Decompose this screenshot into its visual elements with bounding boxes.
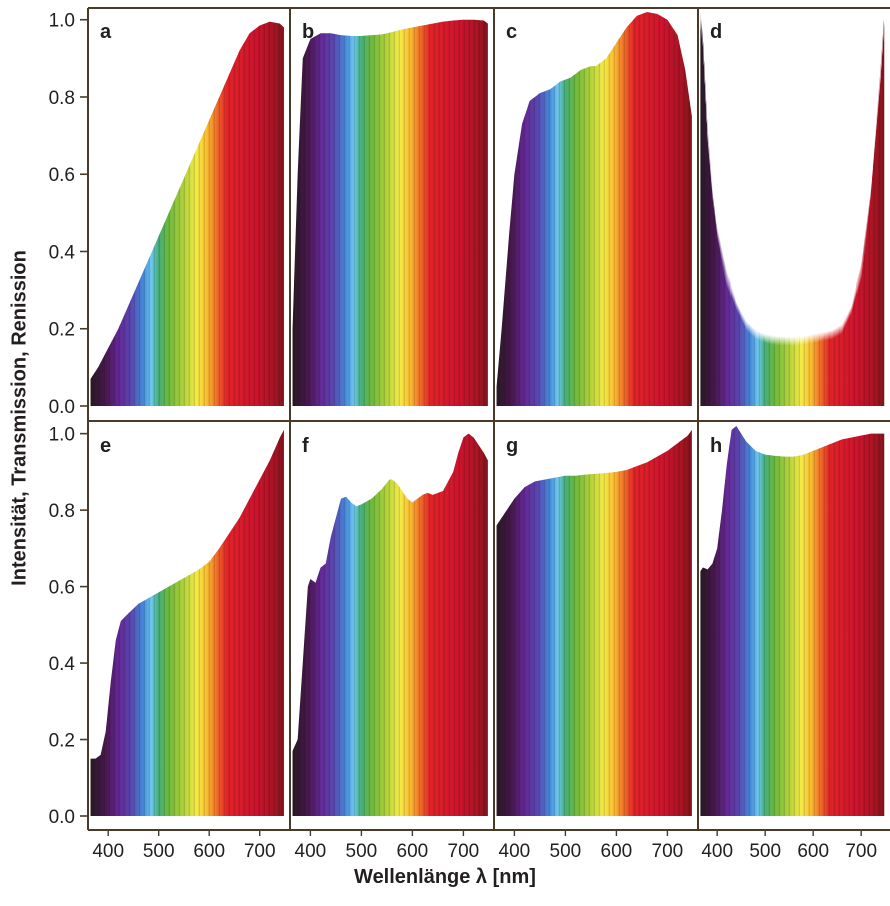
- y-tick-label: 1.0: [49, 11, 75, 32]
- x-tick-label: 700: [448, 841, 480, 862]
- panel-letter-h: h: [710, 435, 722, 457]
- spectrum-stripes-h: [700, 426, 885, 816]
- panel-letter-d: d: [710, 21, 722, 43]
- y-tick-label: 0.2: [49, 731, 75, 752]
- x-tick-label: 400: [701, 841, 733, 862]
- panel-letter-f: f: [302, 435, 309, 457]
- panel-letter-g: g: [506, 435, 518, 457]
- y-tick-label: 0.8: [49, 501, 75, 522]
- x-tick-label: 500: [749, 841, 781, 862]
- y-tick-label: 0.4: [49, 242, 76, 263]
- y-tick-label: 0.6: [49, 578, 75, 599]
- panel-a: a: [90, 21, 284, 406]
- panel-frames: [87, 7, 890, 831]
- x-tick-label: 600: [397, 841, 429, 862]
- panel-e: e: [90, 429, 284, 816]
- panel-g: g: [496, 429, 692, 816]
- spectrum-stripes-e: [90, 429, 284, 816]
- x-tick-label: 600: [193, 841, 225, 862]
- x-tick-label: 400: [499, 841, 531, 862]
- x-tick-label: 700: [652, 841, 684, 862]
- x-tick-label: 500: [346, 841, 378, 862]
- x-axis-ticks: 400 500 600 700 400 500 600 700 400 500 600 700 400 5…: [92, 830, 877, 862]
- y-tick-label: 0.0: [49, 397, 75, 418]
- y-tick-label: 0.2: [49, 320, 75, 341]
- x-tick-label: 700: [244, 841, 276, 862]
- panel-letter-e: e: [100, 435, 111, 457]
- panel-d: d: [700, 12, 885, 406]
- spectrum-stripes-f: [292, 433, 488, 816]
- spectrum-stripes-d: [700, 12, 885, 406]
- x-tick-label: 600: [797, 841, 829, 862]
- y-tick-label: 0.6: [49, 165, 75, 186]
- x-axis-title: Wellenlänge λ [nm]: [354, 866, 536, 888]
- x-tick-label: 700: [845, 841, 877, 862]
- y-axis-ticks: 0.0 0.2 0.4 0.6 0.8 1.0 0.0 0.2 0.4 0.6 0.8 1.0: [49, 11, 88, 828]
- x-tick-label: 600: [601, 841, 633, 862]
- spectrum-stripes-a: [90, 21, 284, 406]
- x-tick-label: 500: [143, 841, 175, 862]
- panel-f: f: [292, 433, 488, 816]
- x-tick-label: 500: [550, 841, 582, 862]
- y-tick-label: 0.4: [49, 654, 76, 675]
- spectrum-stripes-c: [496, 12, 692, 406]
- panel-h: h: [700, 426, 885, 816]
- panel-letter-b: b: [302, 21, 314, 43]
- spectrum-stripes-b: [292, 19, 488, 406]
- panels: a b c d e f g h: [90, 12, 885, 816]
- y-tick-label: 1.0: [49, 425, 75, 446]
- panel-b: b: [292, 19, 488, 406]
- x-tick-label: 400: [295, 841, 327, 862]
- panel-letter-c: c: [506, 21, 517, 43]
- y-tick-label: 0.8: [49, 88, 75, 109]
- panel-letter-a: a: [100, 21, 112, 43]
- x-tick-label: 400: [92, 841, 124, 862]
- panel-c: c: [496, 12, 692, 406]
- spectrum-stripes-g: [496, 429, 692, 816]
- y-tick-label: 0.0: [49, 807, 75, 828]
